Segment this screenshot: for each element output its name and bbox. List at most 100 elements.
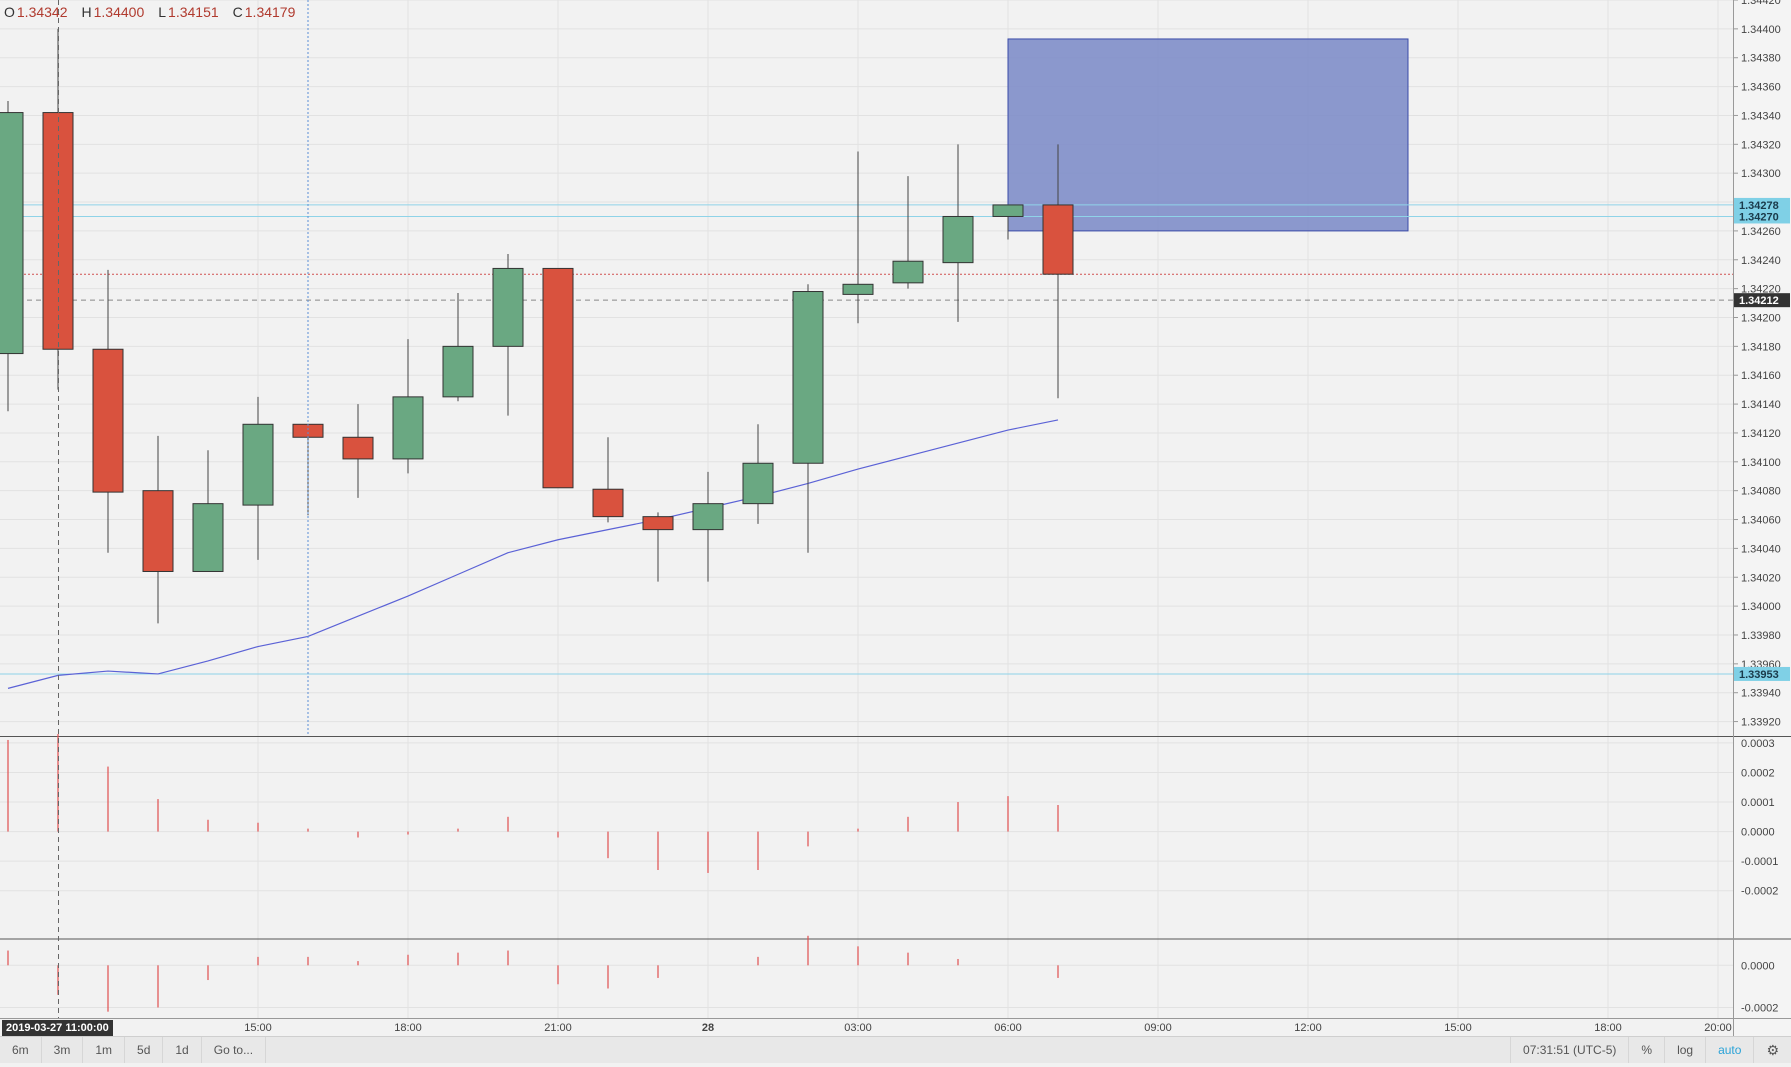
price-tick-label: 1.34100 (1741, 457, 1781, 469)
price-axis[interactable]: 1.339201.339401.339601.339801.340001.340… (1733, 0, 1790, 729)
candle (342, 404, 374, 498)
candle (92, 269, 124, 553)
range-1m-button[interactable]: 1m (83, 1037, 126, 1063)
price-label: 1.33953 (1734, 666, 1790, 681)
price-tick-label: 1.34020 (1741, 572, 1781, 584)
candle (392, 339, 424, 474)
indicator-tick-label: 0.0001 (1741, 797, 1775, 809)
indicator-tick-label: -0.0002 (1741, 1002, 1778, 1014)
candle (142, 435, 174, 624)
candle (1042, 144, 1074, 399)
ohlc-legend: O 1.34342 H 1.34400 L 1.34151 C 1.34179 (4, 4, 295, 20)
time-tick-label: 09:00 (1144, 1022, 1172, 1034)
candle-body (542, 267, 574, 489)
go-to-button[interactable]: Go to... (202, 1037, 267, 1063)
candle (242, 396, 274, 560)
price-label: 1.34212 (1734, 293, 1790, 308)
ohlc-close: C 1.34179 (232, 4, 296, 20)
price-tick-label: 1.34180 (1741, 341, 1781, 353)
crosshair (58, 0, 309, 1018)
moving-average-line (7, 419, 1059, 689)
price-tick-label: 1.34200 (1741, 312, 1781, 324)
range-1d-button[interactable]: 1d (163, 1037, 202, 1063)
indicator-tick-label: -0.0001 (1741, 856, 1778, 868)
grid (0, 0, 1791, 1036)
drawing-rectangle[interactable] (1007, 38, 1409, 232)
time-tick-label: 18:00 (1594, 1022, 1622, 1034)
price-label: 1.34270 (1734, 209, 1790, 224)
gear-icon[interactable]: ⚙ (1753, 1037, 1791, 1063)
price-tick-label: 1.34360 (1741, 82, 1781, 94)
candle (642, 512, 674, 582)
range-5d-button[interactable]: 5d (125, 1037, 164, 1063)
candle (692, 471, 724, 582)
price-label-text: 1.34270 (1739, 211, 1779, 223)
candle-body (1042, 204, 1074, 275)
clock-label: 07:31:51 (UTC-5) (1510, 1037, 1628, 1063)
candle-body (942, 215, 974, 264)
ohlc-high: H 1.34400 (81, 4, 145, 20)
candle (492, 253, 524, 416)
price-tick-label: 1.34400 (1741, 24, 1781, 36)
candle-body (92, 348, 124, 493)
price-tick-label: 1.34000 (1741, 601, 1781, 613)
candle-body (142, 490, 174, 572)
indicator-tick-label: 0.0000 (1741, 960, 1775, 972)
price-tick-label: 1.34220 (1741, 284, 1781, 296)
price-tick-label: 1.34420 (1741, 0, 1781, 7)
candle-body (192, 503, 224, 572)
candle (992, 204, 1024, 240)
candle-body (0, 112, 24, 355)
percent-toggle[interactable]: % (1628, 1037, 1664, 1063)
candle (892, 176, 924, 289)
candle-body (792, 291, 824, 464)
candle-body (392, 396, 424, 460)
time-axis[interactable]: 15:00 18:00 21:00 28 03:00 06:00 09:00 12:00 15:… (244, 1022, 1732, 1034)
time-tick-label: 15:00 (244, 1022, 272, 1034)
indicator-tick-label: 0.0003 (1741, 738, 1775, 750)
candle (792, 284, 824, 553)
price-tick-label: 1.33940 (1741, 688, 1781, 700)
time-tick-label: 20:00 (1704, 1022, 1732, 1034)
time-tick-label: 18:00 (394, 1022, 422, 1034)
price-tick-label: 1.34240 (1741, 255, 1781, 267)
horizontal-lines (0, 204, 1733, 675)
candle-body (592, 488, 624, 518)
price-tick-label: 1.34040 (1741, 543, 1781, 555)
chart-background (0, 0, 1791, 1036)
price-tick-label: 1.34320 (1741, 139, 1781, 151)
candle (42, 28, 74, 390)
candle (842, 151, 874, 324)
time-tick-label: 06:00 (994, 1022, 1022, 1034)
crosshair-date-label: 2019-03-27 11:00:00 (2, 1020, 113, 1037)
candles (0, 28, 1074, 624)
candle-body (692, 503, 724, 531)
indicator-tick-label: 0.0000 (1741, 827, 1775, 839)
price-label-box (1734, 197, 1790, 212)
moving-average-path (7, 419, 1059, 689)
price-tick-label: 1.34080 (1741, 486, 1781, 498)
auto-toggle[interactable]: auto (1705, 1037, 1753, 1063)
candle-body (992, 204, 1024, 217)
range-6m-button[interactable]: 6m (0, 1037, 42, 1063)
candle (742, 424, 774, 524)
candle-body (42, 112, 74, 350)
indicator-tick-label: 0.0002 (1741, 767, 1775, 779)
log-toggle[interactable]: log (1664, 1037, 1705, 1063)
candle-body (892, 260, 924, 284)
price-label-text: 1.33953 (1739, 669, 1779, 681)
price-tick-label: 1.33980 (1741, 630, 1781, 642)
rectangle-shape (1007, 38, 1409, 232)
indicator-1-pane: 0.0003 0.0002 0.0001 0.0000 -0.0001 -0.0002 (0, 734, 1778, 898)
candle-body (742, 462, 774, 505)
range-3m-button[interactable]: 3m (42, 1037, 84, 1063)
price-tick-label: 1.34120 (1741, 428, 1781, 440)
candle (192, 450, 224, 572)
ohlc-low: L 1.34151 (158, 4, 219, 20)
price-label-box (1734, 666, 1790, 681)
price-label-text: 1.34278 (1739, 200, 1779, 212)
candle-body (242, 423, 274, 506)
candle (442, 292, 474, 402)
candle (592, 437, 624, 523)
